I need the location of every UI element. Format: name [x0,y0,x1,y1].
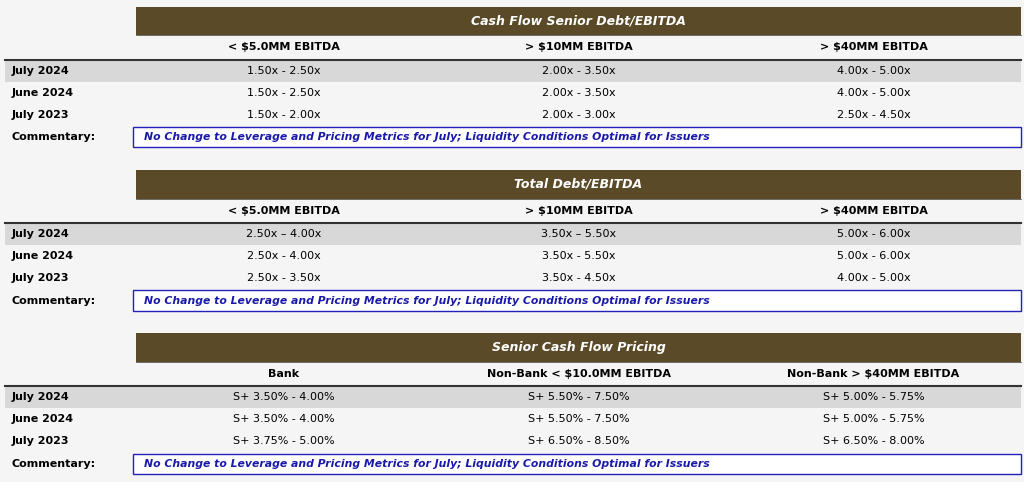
Bar [5,289,1021,312]
Text: > $40MM EBITDA: > $40MM EBITDA [819,206,928,215]
Bar [136,170,1021,199]
Bar [5,81,1021,104]
Text: 3.50x – 5.50x: 3.50x – 5.50x [541,229,616,239]
Bar [5,35,1021,60]
Text: No Change to Leverage and Pricing Metrics for July; Liquidity Conditions Optimal: No Change to Leverage and Pricing Metric… [144,459,710,469]
Text: < $5.0MM EBITDA: < $5.0MM EBITDA [227,42,340,53]
Text: July 2023: July 2023 [11,436,69,446]
Bar [5,452,1021,475]
Bar [136,333,1021,362]
Text: 2.00x - 3.50x: 2.00x - 3.50x [542,66,615,76]
Text: 2.50x - 4.50x: 2.50x - 4.50x [837,110,910,120]
Text: July 2023: July 2023 [11,273,69,283]
Text: S+ 5.50% - 7.50%: S+ 5.50% - 7.50% [527,392,630,402]
Text: < $5.0MM EBITDA: < $5.0MM EBITDA [227,206,340,215]
Text: 2.50x - 4.00x: 2.50x - 4.00x [247,251,321,261]
Text: Commentary:: Commentary: [11,459,95,469]
Text: > $40MM EBITDA: > $40MM EBITDA [819,42,928,53]
Text: S+ 5.00% - 5.75%: S+ 5.00% - 5.75% [822,414,925,424]
Text: 4.00x - 5.00x: 4.00x - 5.00x [837,66,910,76]
Bar [5,408,1021,430]
Bar [5,126,1021,149]
Text: Commentary:: Commentary: [11,295,95,306]
Text: June 2024: June 2024 [11,88,74,98]
Text: June 2024: June 2024 [11,414,74,424]
Text: 2.00x - 3.50x: 2.00x - 3.50x [542,88,615,98]
Text: 3.50x - 5.50x: 3.50x - 5.50x [542,251,615,261]
Text: Commentary:: Commentary: [11,133,95,142]
Text: Non-Bank > $40MM EBITDA: Non-Bank > $40MM EBITDA [787,369,959,379]
Bar [5,223,1021,245]
Bar [133,454,1021,474]
Text: Bank: Bank [268,369,299,379]
Text: July 2024: July 2024 [11,229,69,239]
Text: 2.50x - 3.50x: 2.50x - 3.50x [247,273,321,283]
Text: July 2024: July 2024 [11,392,69,402]
Bar [136,7,1021,35]
Text: Cash Flow Senior Debt/EBITDA: Cash Flow Senior Debt/EBITDA [471,14,686,27]
Text: S+ 5.00% - 5.75%: S+ 5.00% - 5.75% [822,392,925,402]
Text: July 2023: July 2023 [11,110,69,120]
Text: 5.00x - 6.00x: 5.00x - 6.00x [837,229,910,239]
Bar [5,60,1021,81]
Text: 4.00x - 5.00x: 4.00x - 5.00x [837,88,910,98]
Text: S+ 3.50% - 4.00%: S+ 3.50% - 4.00% [232,392,335,402]
Text: 1.50x - 2.50x: 1.50x - 2.50x [247,88,321,98]
Bar [5,386,1021,408]
Text: Senior Cash Flow Pricing: Senior Cash Flow Pricing [492,341,666,354]
Text: 2.00x - 3.00x: 2.00x - 3.00x [542,110,615,120]
Bar [5,245,1021,267]
Text: > $10MM EBITDA: > $10MM EBITDA [524,206,633,215]
Bar [5,430,1021,452]
Text: Total Debt/EBITDA: Total Debt/EBITDA [514,178,643,191]
Text: June 2024: June 2024 [11,251,74,261]
Text: No Change to Leverage and Pricing Metrics for July; Liquidity Conditions Optimal: No Change to Leverage and Pricing Metric… [144,133,710,142]
Bar [133,127,1021,147]
Text: S+ 6.50% - 8.00%: S+ 6.50% - 8.00% [822,436,925,446]
Text: 4.00x - 5.00x: 4.00x - 5.00x [837,273,910,283]
Bar [5,267,1021,289]
Bar [5,104,1021,126]
Text: July 2024: July 2024 [11,66,69,76]
Text: S+ 5.50% - 7.50%: S+ 5.50% - 7.50% [527,414,630,424]
Text: 2.50x – 4.00x: 2.50x – 4.00x [246,229,322,239]
Bar [133,291,1021,311]
Text: 1.50x - 2.50x: 1.50x - 2.50x [247,66,321,76]
Text: 3.50x - 4.50x: 3.50x - 4.50x [542,273,615,283]
Text: No Change to Leverage and Pricing Metrics for July; Liquidity Conditions Optimal: No Change to Leverage and Pricing Metric… [144,295,710,306]
Text: 1.50x - 2.00x: 1.50x - 2.00x [247,110,321,120]
Text: S+ 3.50% - 4.00%: S+ 3.50% - 4.00% [232,414,335,424]
Text: Non-Bank < $10.0MM EBITDA: Non-Bank < $10.0MM EBITDA [486,369,671,379]
Text: > $10MM EBITDA: > $10MM EBITDA [524,42,633,53]
Text: S+ 3.75% - 5.00%: S+ 3.75% - 5.00% [232,436,335,446]
Bar [5,362,1021,386]
Text: 5.00x - 6.00x: 5.00x - 6.00x [837,251,910,261]
Text: S+ 6.50% - 8.50%: S+ 6.50% - 8.50% [527,436,630,446]
Bar [5,199,1021,223]
